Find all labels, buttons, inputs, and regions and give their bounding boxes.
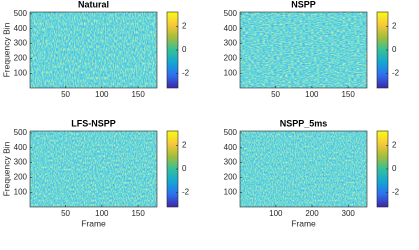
y-tick-label: 100 (14, 68, 28, 77)
x-tick-label: 100 (95, 209, 109, 218)
x-axis-label: Frame (81, 218, 106, 228)
y-tick-label: 400 (14, 143, 28, 152)
x-tick-label: 100 (95, 90, 109, 99)
y-tick-label: 400 (224, 24, 238, 33)
y-tick-label: 300 (14, 39, 28, 48)
axis-box (29, 11, 158, 89)
colorbar-tick-label: 0 (392, 45, 397, 54)
colorbar-tick-label: 2 (392, 141, 397, 150)
x-tick-label: 200 (305, 209, 319, 218)
y-tick-label: 500 (224, 9, 238, 18)
heatmap-image (30, 131, 157, 207)
x-tick-label: 150 (131, 209, 145, 218)
colorbar-tick-label: -2 (392, 187, 400, 196)
axis-box (239, 11, 368, 89)
y-tick-label: 500 (14, 128, 28, 137)
y-tick-label: 300 (224, 158, 238, 167)
colorbar-tick-label: 0 (182, 45, 187, 54)
panel-title: LFS-NSPP (71, 118, 116, 128)
heatmap-image (240, 12, 367, 88)
heatmap-image (30, 12, 157, 88)
colorbar-tick-label: -2 (392, 68, 400, 77)
y-tick-label: 400 (224, 143, 238, 152)
y-tick-label: 200 (224, 173, 238, 182)
x-tick-label: 50 (271, 90, 280, 99)
axis-box (239, 130, 368, 208)
x-tick-label: 300 (342, 209, 356, 218)
x-tick-label: 100 (305, 90, 319, 99)
x-tick-label: 150 (341, 90, 355, 99)
heatmap-image (240, 131, 367, 207)
axis-box (29, 130, 158, 208)
colorbar-tick-label: -2 (182, 187, 190, 196)
y-axis-label: Frequency Bin (1, 22, 11, 77)
y-tick-label: 400 (14, 24, 28, 33)
x-axis-label: Frame (291, 218, 316, 228)
colorbar-tick-label: 0 (182, 164, 187, 173)
y-tick-label: 500 (224, 128, 238, 137)
x-tick-label: 50 (61, 209, 70, 218)
y-tick-label: 200 (14, 173, 28, 182)
x-tick-label: 50 (61, 90, 70, 99)
colorbar-tick-label: 2 (182, 22, 187, 31)
colorbar-tick-label: 2 (392, 22, 397, 31)
colorbar-tick-label: -2 (182, 68, 190, 77)
x-tick-label: 150 (131, 90, 145, 99)
colorbar-tick-label: 2 (182, 141, 187, 150)
y-tick-label: 100 (14, 187, 28, 196)
y-tick-label: 200 (224, 54, 238, 63)
x-tick-label: 100 (269, 209, 283, 218)
y-tick-label: 100 (224, 68, 238, 77)
y-axis-label: Frequency Bin (1, 141, 11, 196)
panel-title: NSPP_5ms (280, 118, 328, 128)
colorbar-tick-label: 0 (392, 164, 397, 173)
panel-title: NSPP (291, 0, 316, 9)
y-tick-label: 500 (14, 9, 28, 18)
y-tick-label: 100 (224, 187, 238, 196)
y-tick-label: 300 (14, 158, 28, 167)
panel-title: Natural (78, 0, 109, 9)
y-tick-label: 200 (14, 54, 28, 63)
y-tick-label: 300 (224, 39, 238, 48)
